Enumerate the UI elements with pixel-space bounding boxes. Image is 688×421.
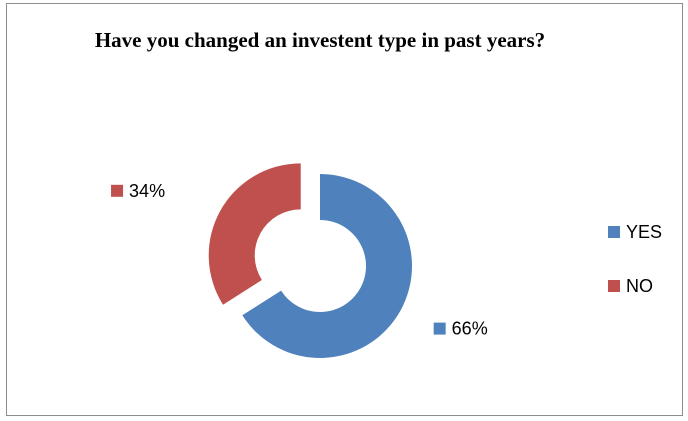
slice-no — [208, 163, 301, 305]
chart-title: Have you changed an investent type in pa… — [94, 28, 546, 52]
slices-group — [208, 163, 413, 358]
data-label-no: 34% — [129, 181, 165, 201]
data-label-yes: 66% — [452, 319, 488, 339]
legend-label-yes: YES — [626, 222, 662, 242]
legend: YES NO — [608, 222, 662, 296]
data-label-marker-yes — [433, 322, 446, 335]
data-label-marker-no — [111, 184, 124, 197]
data-labels-group: 66% 34% — [111, 181, 488, 339]
legend-swatch-no — [608, 280, 620, 292]
slice-yes — [242, 174, 413, 358]
legend-label-no: NO — [626, 276, 653, 296]
legend-swatch-yes — [608, 226, 620, 238]
